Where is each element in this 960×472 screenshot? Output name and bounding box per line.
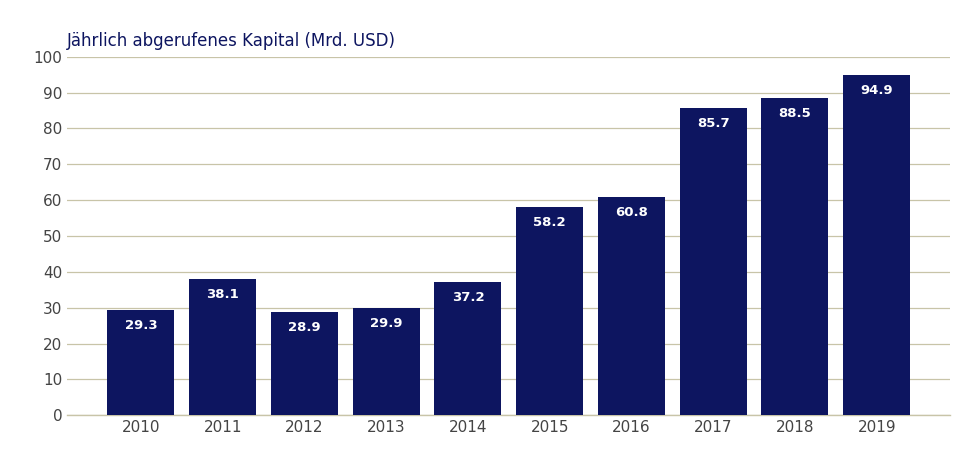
Text: 29.9: 29.9 [370,317,402,330]
Text: 94.9: 94.9 [860,84,893,97]
Bar [680,108,747,415]
Text: 60.8: 60.8 [615,206,648,219]
Bar [761,98,828,415]
Bar [598,197,665,415]
Text: 28.9: 28.9 [288,320,321,334]
Text: 29.3: 29.3 [125,319,157,332]
Text: 58.2: 58.2 [534,216,566,228]
Text: Jährlich abgerufenes Kapital (Mrd. USD): Jährlich abgerufenes Kapital (Mrd. USD) [67,32,396,50]
Text: 88.5: 88.5 [779,107,811,120]
Bar [434,282,501,415]
Bar [108,310,175,415]
Text: 85.7: 85.7 [697,117,730,130]
Bar [352,308,420,415]
Text: 37.2: 37.2 [451,291,484,304]
Text: 38.1: 38.1 [206,287,239,301]
Bar [271,312,338,415]
Bar [843,75,910,415]
Bar [516,207,584,415]
Bar [189,278,256,415]
